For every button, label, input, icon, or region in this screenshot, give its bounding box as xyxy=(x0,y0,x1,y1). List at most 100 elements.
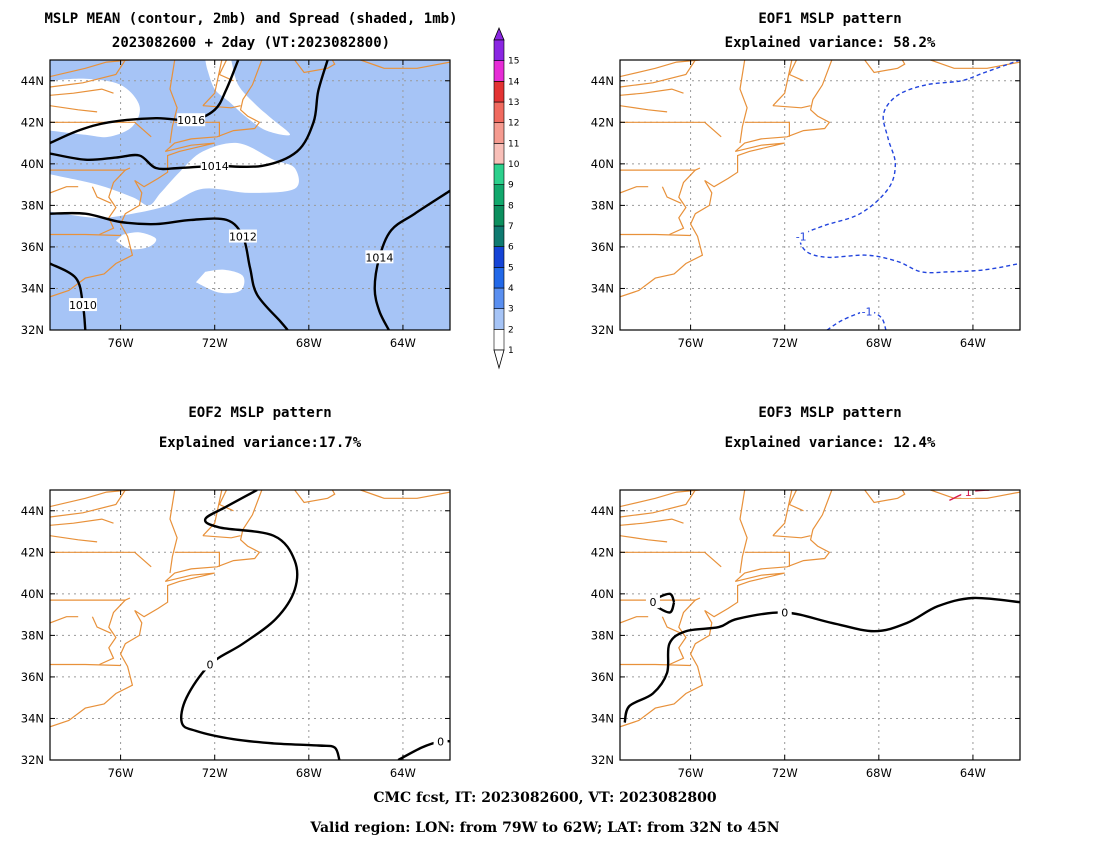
contour-label: 1 xyxy=(965,486,972,499)
y-tick-label: 42N xyxy=(591,545,614,559)
contour-0 xyxy=(179,490,341,760)
colorbar-tick-label: 9 xyxy=(508,181,514,191)
colorbar-tick-label: 8 xyxy=(508,201,514,211)
coastline xyxy=(669,169,696,236)
panel2-title: EOF1 MSLP pattern xyxy=(758,11,901,27)
coastline xyxy=(218,60,234,82)
coastline xyxy=(620,60,701,78)
panel1: 1016 1014 1014 1012 1010 76W 72W 68W 64W 44N 42N 40… xyxy=(21,59,451,350)
coastline xyxy=(620,663,691,667)
coastline xyxy=(864,60,906,74)
panel3-plot-area: 00 xyxy=(50,490,450,760)
y-tick-label: 44N xyxy=(591,74,614,88)
colorbar-swatch xyxy=(493,184,505,206)
y-tick-label: 38N xyxy=(591,628,614,642)
x-tick-label: 76W xyxy=(108,766,134,780)
coastline xyxy=(99,599,126,666)
colorbar-swatch xyxy=(493,60,505,82)
colorbar-swatch xyxy=(493,163,505,185)
x-tick-label: 76W xyxy=(678,766,704,780)
coastline xyxy=(360,60,450,69)
contour-label: 0 xyxy=(781,607,788,620)
y-tick-label: 34N xyxy=(591,711,614,725)
coastline xyxy=(739,60,748,144)
coastline xyxy=(50,60,126,88)
coastline xyxy=(50,167,131,171)
coastline xyxy=(91,186,112,204)
panel1-title: MSLP MEAN (contour, 2mb) and Spread (sha… xyxy=(44,11,457,27)
panel1-plot-area: 1016 1014 1014 1012 1010 xyxy=(50,60,450,330)
y-tick-label: 36N xyxy=(21,240,44,254)
x-tick-label: 72W xyxy=(772,336,798,350)
coastline xyxy=(50,490,126,518)
contour-label: 0 xyxy=(207,658,214,671)
coastline xyxy=(50,551,152,568)
coastline xyxy=(99,169,126,236)
coastline xyxy=(620,597,701,601)
contour-1014 xyxy=(50,60,329,171)
y-tick-label: 32N xyxy=(21,323,44,337)
colorbar-tick-label: 10 xyxy=(508,160,520,170)
x-tick-label: 64W xyxy=(390,336,416,350)
spread-unshaded-region xyxy=(115,232,157,250)
x-tick-label: 72W xyxy=(202,766,228,780)
coastline xyxy=(91,616,112,634)
panel4-frame xyxy=(619,489,1021,761)
panel1-subtitle: 2023082600 + 2day (VT:2023082800) xyxy=(112,35,390,51)
colorbar-swatch xyxy=(493,329,505,351)
coastline xyxy=(620,60,833,298)
coastline xyxy=(50,233,121,237)
colorbar-tick-label: 5 xyxy=(508,263,514,273)
coastline xyxy=(202,60,223,107)
coastline xyxy=(620,490,701,508)
y-tick-label: 34N xyxy=(21,281,44,295)
y-tick-label: 36N xyxy=(591,240,614,254)
coastline xyxy=(744,551,791,567)
colorbar-swatch xyxy=(493,39,505,61)
x-tick-label: 76W xyxy=(678,336,704,350)
y-tick-label: 42N xyxy=(21,115,44,129)
colorbar-tick-label: 4 xyxy=(508,284,514,294)
coastline xyxy=(661,186,682,204)
coastline xyxy=(864,490,906,504)
colorbar-swatch xyxy=(493,81,505,103)
coastline xyxy=(772,490,793,537)
colorbar-swatch xyxy=(493,122,505,144)
coastline xyxy=(772,105,811,109)
colorbar-tick-label: 13 xyxy=(508,98,519,108)
footer-line2: Valid region: LON: from 79W to 62W; LAT:… xyxy=(309,820,779,836)
coastline xyxy=(50,616,79,624)
colorbar-tick-label: 12 xyxy=(508,119,519,129)
coastline xyxy=(50,121,152,138)
coastline xyxy=(620,233,691,237)
coastline xyxy=(772,535,811,539)
coastline xyxy=(50,663,121,667)
colorbar-tick-label: 3 xyxy=(508,305,514,315)
contour-label: 1010 xyxy=(69,299,97,312)
panel4-title: EOF3 MSLP pattern xyxy=(758,405,901,421)
coastline xyxy=(50,518,114,526)
coastline xyxy=(620,490,833,728)
coastline xyxy=(620,518,684,526)
coastline xyxy=(620,88,684,96)
coastline xyxy=(50,490,263,728)
contour-label: -1 xyxy=(862,305,873,318)
coastline xyxy=(50,597,131,601)
coastline xyxy=(788,60,804,82)
coastline xyxy=(772,60,793,107)
contour-1016 xyxy=(50,60,240,145)
panel3-frame xyxy=(49,489,451,761)
y-tick-label: 36N xyxy=(591,670,614,684)
coastline xyxy=(620,616,649,624)
x-tick-label: 64W xyxy=(960,766,986,780)
y-tick-label: 32N xyxy=(591,753,614,767)
colorbar-tick-label: 1 xyxy=(508,346,514,356)
coastline xyxy=(620,551,722,568)
panel2-subtitle: Explained variance: 58.2% xyxy=(725,35,936,51)
coastline xyxy=(620,60,696,88)
panel4-subtitle: Explained variance: 12.4% xyxy=(725,435,936,451)
x-tick-label: 68W xyxy=(866,336,892,350)
coastline xyxy=(50,186,79,194)
